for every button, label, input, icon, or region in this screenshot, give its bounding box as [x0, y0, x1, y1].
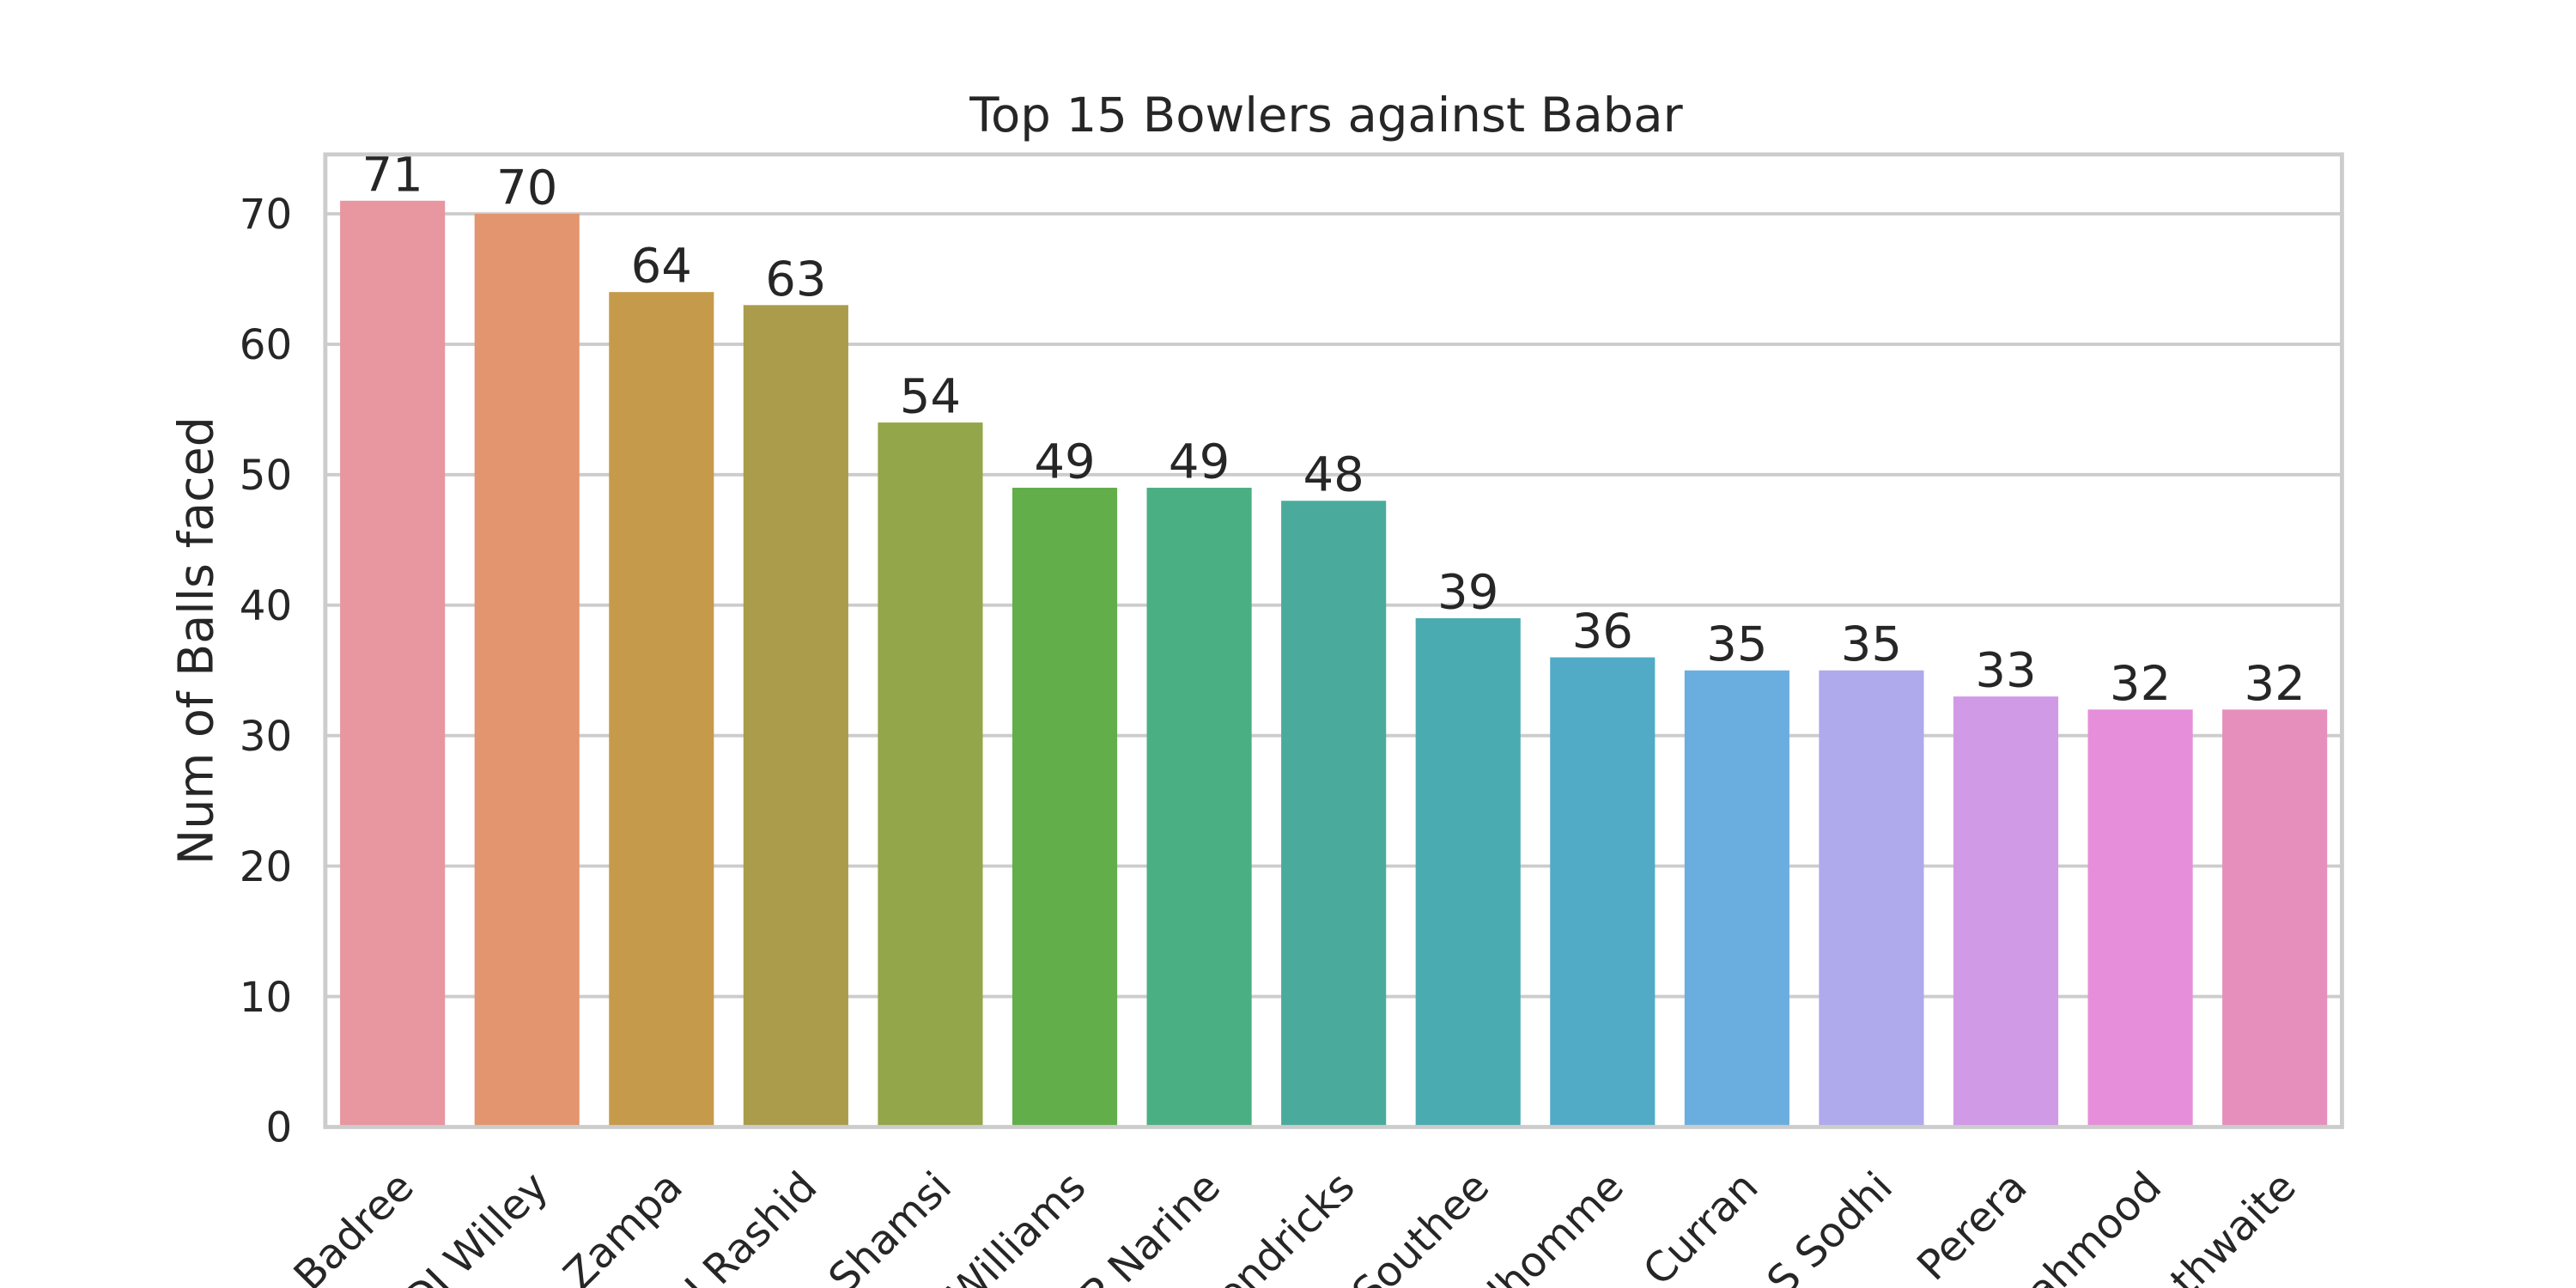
bar — [1819, 670, 1924, 1127]
value-label: 70 — [496, 161, 557, 216]
bar — [743, 305, 848, 1127]
value-label: 39 — [1437, 565, 1498, 621]
value-label: 49 — [1169, 434, 1230, 490]
x-tick-label: Badree — [285, 1163, 423, 1288]
x-tick-label: endricks — [1206, 1163, 1364, 1288]
value-label: 32 — [2244, 656, 2305, 712]
bar — [1684, 670, 1789, 1127]
x-tick-label: A Zampa — [526, 1163, 692, 1288]
value-label: 33 — [1975, 643, 2036, 699]
bar — [1146, 488, 1252, 1127]
bar — [340, 200, 446, 1127]
bar — [609, 292, 714, 1127]
bar — [1953, 696, 2059, 1127]
y-tick-label: 20 — [240, 843, 292, 891]
bar — [1550, 657, 1656, 1127]
chart-title: Top 15 Bowlers against Babar — [969, 88, 1682, 143]
value-label: 48 — [1303, 447, 1364, 503]
x-tick-label: athwaite — [2143, 1163, 2306, 1288]
y-tick-label: 70 — [240, 191, 292, 239]
x-tick-label: S Sodhi — [1758, 1163, 1902, 1288]
value-label: 35 — [1841, 617, 1902, 673]
y-tick-label: 30 — [240, 713, 292, 761]
x-tick-label: Perera — [1908, 1163, 2036, 1288]
x-tick-label: DJ Willey — [395, 1163, 558, 1288]
value-label: 54 — [900, 369, 961, 425]
bar — [1281, 501, 1387, 1127]
x-tick-label: Curran — [1634, 1163, 1767, 1288]
bar — [2087, 709, 2193, 1127]
x-tick-label: J Rashid — [674, 1163, 826, 1288]
y-tick-label: 10 — [240, 974, 292, 1022]
value-label: 71 — [361, 148, 422, 204]
value-label: 35 — [1706, 617, 1767, 673]
x-tick-label: Williams — [939, 1163, 1096, 1288]
y-tick-label: 60 — [240, 321, 292, 369]
bar — [1415, 617, 1521, 1127]
value-label: 49 — [1034, 434, 1095, 490]
x-tick-label: Shamsi — [819, 1163, 961, 1288]
bar — [878, 422, 983, 1127]
y-tick-label: 50 — [240, 452, 292, 500]
bar — [474, 213, 580, 1127]
y-tick-label: 0 — [265, 1104, 292, 1152]
y-tick-label: 40 — [240, 582, 292, 630]
x-tick-label: P Narine — [1072, 1163, 1230, 1288]
x-tick-label: Southee — [1343, 1163, 1498, 1288]
bar — [2222, 709, 2328, 1127]
plot-frame — [323, 152, 2344, 1129]
y-axis-label: Num of Balls faced — [168, 416, 224, 865]
value-label: 32 — [2110, 656, 2171, 712]
x-tick-label: ahmood — [2017, 1163, 2171, 1288]
value-label: 36 — [1572, 604, 1633, 659]
value-label: 64 — [631, 239, 692, 295]
x-tick-label: dhomme — [1468, 1163, 1633, 1288]
bar — [1012, 488, 1118, 1127]
value-label: 63 — [765, 252, 826, 307]
